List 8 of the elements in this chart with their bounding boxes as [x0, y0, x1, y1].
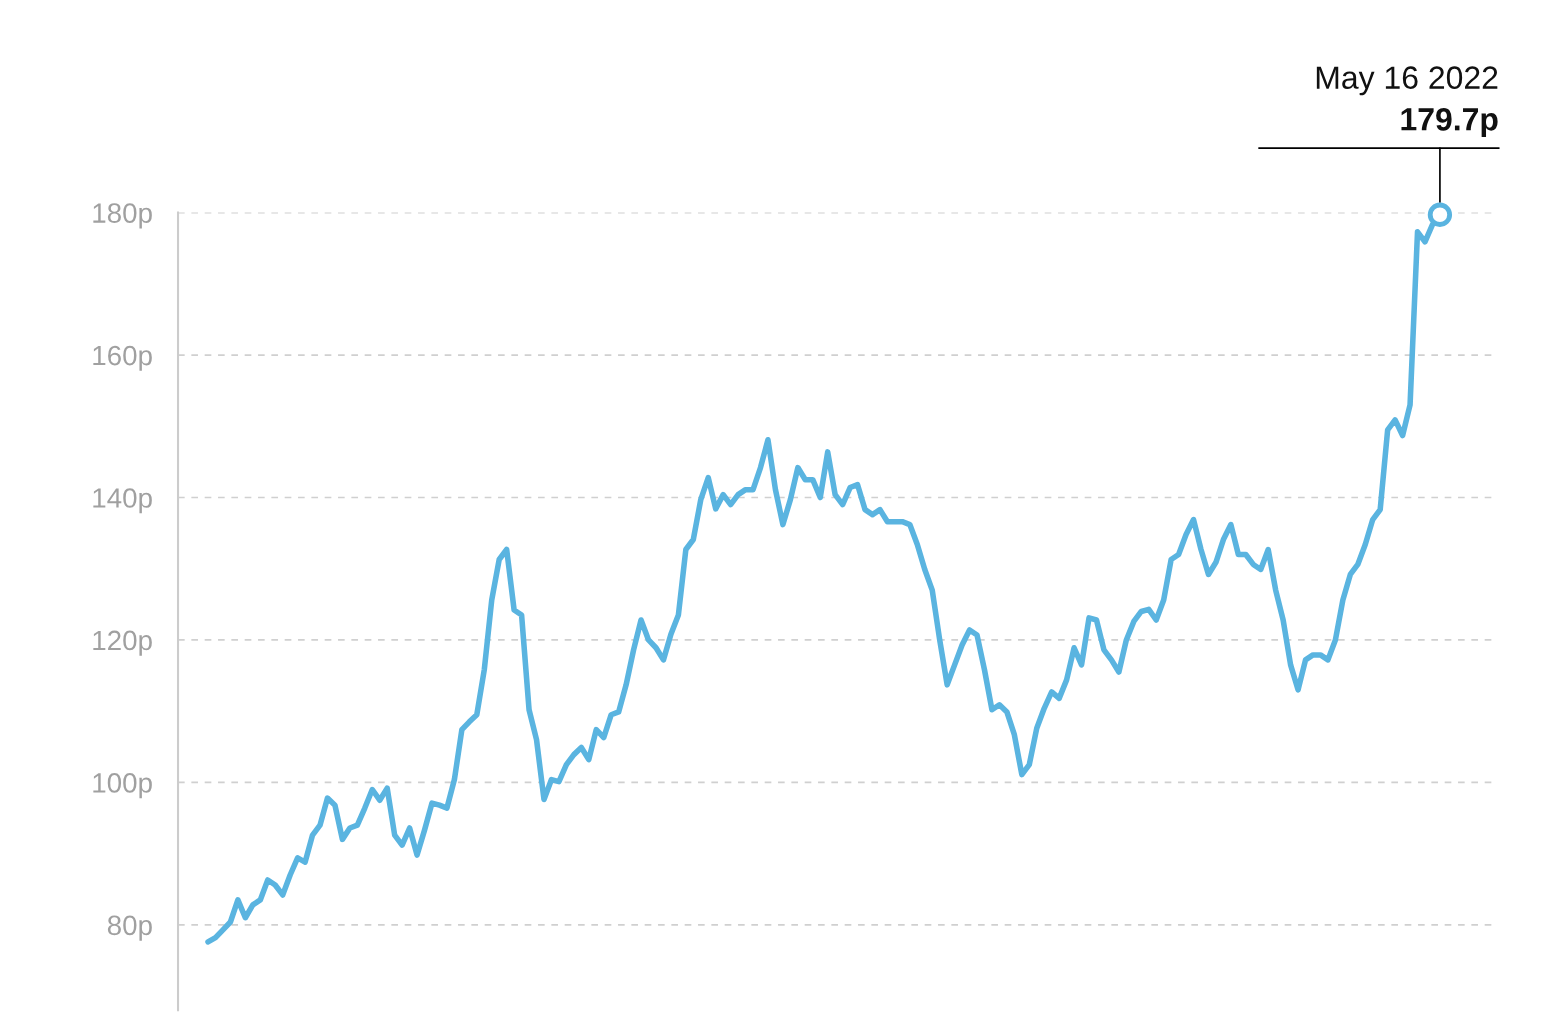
y-tick-label: 80p	[107, 915, 152, 941]
y-tick-label: 140p	[93, 488, 152, 514]
y-tick-label: 100p	[93, 773, 152, 799]
y-tick-label: 160p	[93, 345, 152, 371]
text: 179.7p	[1401, 108, 1498, 137]
text: May 16 2022	[1316, 66, 1498, 96]
y-tick-label: 120p	[93, 630, 152, 656]
y-tick-label: 180p	[93, 203, 152, 229]
